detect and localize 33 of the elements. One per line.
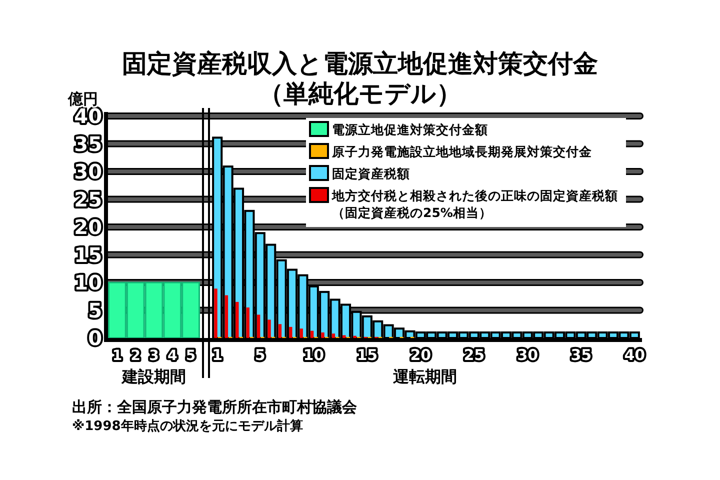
text: ※1998年時点の状況を元にモデル計算 [72,418,303,434]
x-tick-label: 20 [410,346,432,364]
y-tick-label: 15 [74,242,102,267]
y-axis-title: 億円 [67,90,98,108]
chart-subtitle: （単純化モデル） [258,79,462,108]
y-tick-label: 35 [74,132,102,156]
text: 建設期間 [120,367,186,386]
legend-label: 固定資産税額 [332,166,410,181]
legend-label: 地方交付税と相殺された後の正味の固定資産税額（固定資産税の25%相当） [331,188,618,220]
legend-label: 原子力発電施設立地地域長期発展対策交付金 [331,144,592,159]
x-tick-label: 4 [168,348,178,364]
x-axis-title: 運転期間 [392,367,457,386]
chart-title: 固定資産税収入と電源立地促進対策交付金 [122,49,598,78]
x-tick-label: 30 [517,346,538,364]
y-tick-label: 5 [88,298,102,322]
y-tick-label: 20 [74,215,102,239]
x-tick-label: 5 [254,346,266,364]
legend-label: 電源立地促進対策交付金額 [332,122,488,137]
x-tick-label: 1 [212,346,223,364]
y-tick-label: 10 [74,270,102,294]
x-tick-label: 40 [624,346,646,364]
y-tick-label: 30 [74,160,102,184]
x-tick-label: 5 [186,348,196,364]
x-tick-label: 25 [464,346,485,364]
x-tick-label: 35 [570,346,592,364]
x-tick-label: 1 [112,348,122,364]
text: 出所：全国原子力発電所所在市町村協議会 [72,398,358,416]
y-tick-label: 0 [88,326,102,350]
y-tick-label: 25 [74,187,102,212]
x-tick-label: 10 [303,346,324,364]
x-tick-label: 3 [149,348,159,364]
x-tick-label: 2 [130,348,140,364]
x-tick-label: 15 [356,346,378,364]
